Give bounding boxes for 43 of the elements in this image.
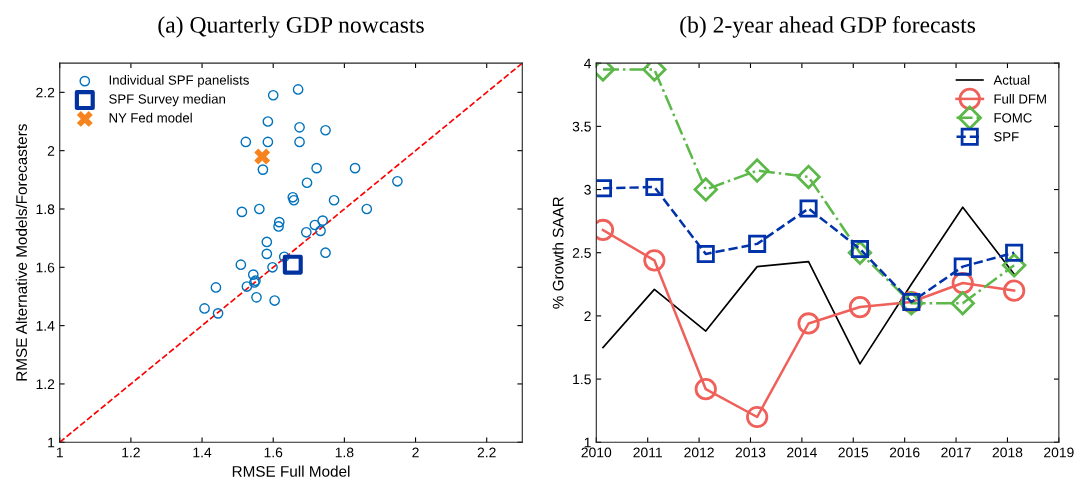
y-tick-label: 1.8: [36, 204, 55, 215]
legend-label: SPF Survey median: [109, 93, 226, 107]
x-tick-label: 2011: [633, 447, 662, 458]
legend-label: Individual SPF panelists: [109, 75, 249, 88]
x-tick-label: 2013: [735, 447, 766, 458]
x-tick-label: 1.8: [335, 447, 354, 458]
y-tick-label: 1: [584, 437, 591, 448]
x-tick-label: 2015: [838, 447, 869, 458]
y-tick-label: 1.5: [573, 374, 591, 385]
x-tick-label: 2010: [581, 447, 612, 458]
x-tick-label: 1.4: [193, 447, 212, 458]
x-tick-label: 1: [56, 447, 63, 458]
x-axis-title: RMSE Full Model: [232, 465, 350, 477]
x-tick-label: 2.2: [477, 447, 496, 458]
y-tick-label: 3.5: [572, 121, 591, 132]
x-tick-label: 2: [412, 447, 419, 458]
x-tick-label: 2014: [787, 447, 817, 458]
y-tick-label: 2.5: [572, 248, 591, 258]
y-axis-title: % Growth SAAR: [552, 196, 564, 309]
y-axis-title: RMSE Alternative Models/Forecasters: [15, 124, 27, 381]
x-tick-label: 2018: [992, 447, 1023, 458]
y-tick-label: 1.4: [36, 321, 55, 331]
x-tick-label: 1.2: [122, 447, 140, 458]
x-tick-label: 2019: [1044, 447, 1074, 458]
legend-label: NY Fed model: [109, 112, 192, 123]
legend-label: Actual: [993, 75, 1030, 85]
chart-title: (a) Quarterly GDP nowcasts: [158, 16, 424, 38]
x-tick-label: 2016: [889, 447, 920, 458]
y-tick-label: 2: [47, 145, 55, 156]
x-tick-label: 2017: [941, 447, 971, 458]
y-tick-label: 1.6: [36, 262, 55, 273]
legend-label: SPF: [994, 132, 1019, 142]
x-tick-label: 1.6: [264, 447, 283, 458]
y-tick-label: 3: [584, 184, 591, 195]
y-tick-label: 1.2: [36, 379, 55, 389]
y-tick-label: 4: [584, 58, 592, 69]
y-tick-label: 1: [48, 437, 55, 448]
y-tick-label: 2: [584, 311, 591, 321]
y-tick-label: 2.2: [36, 87, 55, 98]
legend-label: FOMC: [994, 113, 1032, 123]
x-tick-label: 2012: [684, 447, 714, 458]
chart-title: (b) 2-year ahead GDP forecasts: [680, 16, 976, 38]
legend-label: Full DFM: [994, 93, 1046, 104]
